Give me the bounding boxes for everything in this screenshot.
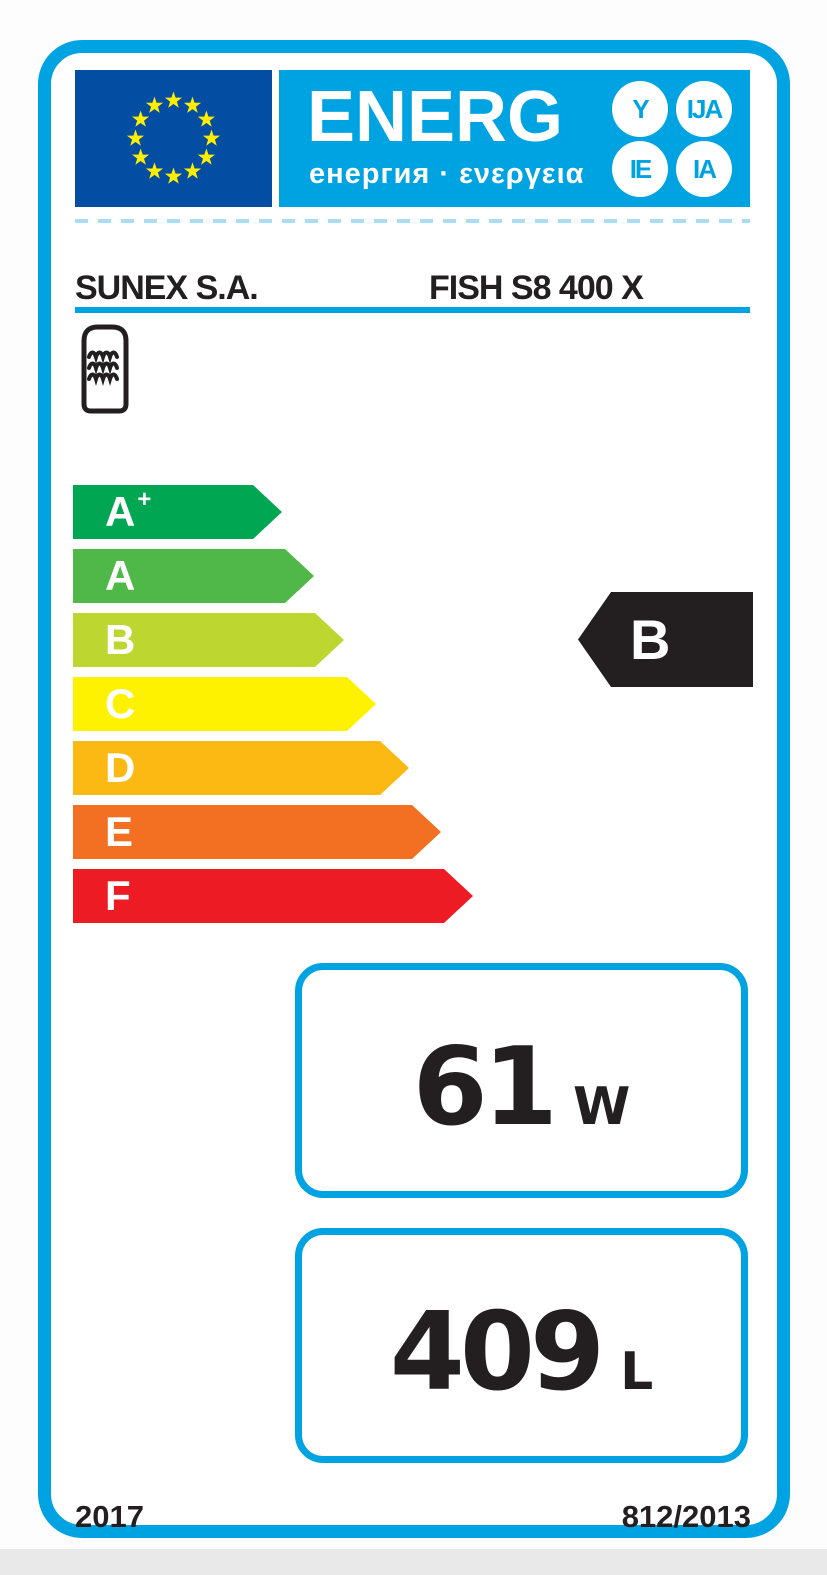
suffix-circle-ie: IE <box>612 141 668 197</box>
suffix-circle-y: Y <box>612 81 668 137</box>
regulation-number: 812/2013 <box>621 1499 751 1534</box>
eu-flag-icon <box>75 70 272 207</box>
product-divider-line <box>75 307 750 313</box>
label-year: 2017 <box>75 1499 144 1534</box>
supplier-name: SUNEX S.A. <box>75 269 259 307</box>
water-tank-icon <box>80 323 130 415</box>
class-arrow-a-plus: A + <box>73 485 282 539</box>
class-letter: E <box>105 808 134 855</box>
storage-volume-unit: L <box>620 1342 654 1402</box>
storage-volume-value: 409 <box>389 1290 605 1415</box>
suffix-circle-ija: IJA <box>676 81 732 137</box>
suffix-circle-ia: IA <box>676 141 732 197</box>
class-letter: F <box>105 872 131 919</box>
page-bottom-edge <box>0 1549 827 1575</box>
class-arrow-f: F <box>73 869 473 923</box>
standing-loss-unit: W <box>572 1077 631 1137</box>
energy-class-scale: A + A B C D E F <box>73 485 553 933</box>
class-letter: A <box>105 488 136 535</box>
energy-logo-banner: ENERG енергия · ενεργεια Y IJA IE IA <box>279 70 750 207</box>
energy-logo-text: ENERG <box>307 77 564 157</box>
header-dashed-divider <box>75 219 750 223</box>
standing-loss-box: 61 W <box>295 963 748 1198</box>
class-letter: C <box>105 680 136 727</box>
storage-volume-box: 409 L <box>295 1228 748 1463</box>
class-arrow-e: E <box>73 805 441 859</box>
selected-class-letter: B <box>630 608 671 671</box>
energy-logo-subtitle: енергия · ενεργεια <box>309 158 585 190</box>
class-arrow-d: D <box>73 741 409 795</box>
class-letter: B <box>105 616 136 663</box>
class-arrow-b: B <box>73 613 344 667</box>
standing-loss-value: 61 <box>412 1025 558 1150</box>
class-arrow-c: C <box>73 677 376 731</box>
language-suffix-circles: Y IJA IE IA <box>612 81 736 197</box>
model-identifier: FISH S8 400 X <box>429 269 644 307</box>
energy-label-frame: ENERG енергия · ενεργεια Y IJA IE IA SUN… <box>38 40 790 1538</box>
class-arrow-a: A <box>73 549 314 603</box>
class-letter: A <box>105 552 136 599</box>
selected-class-indicator-arrow: B <box>578 592 753 687</box>
class-letter: D <box>105 744 136 791</box>
